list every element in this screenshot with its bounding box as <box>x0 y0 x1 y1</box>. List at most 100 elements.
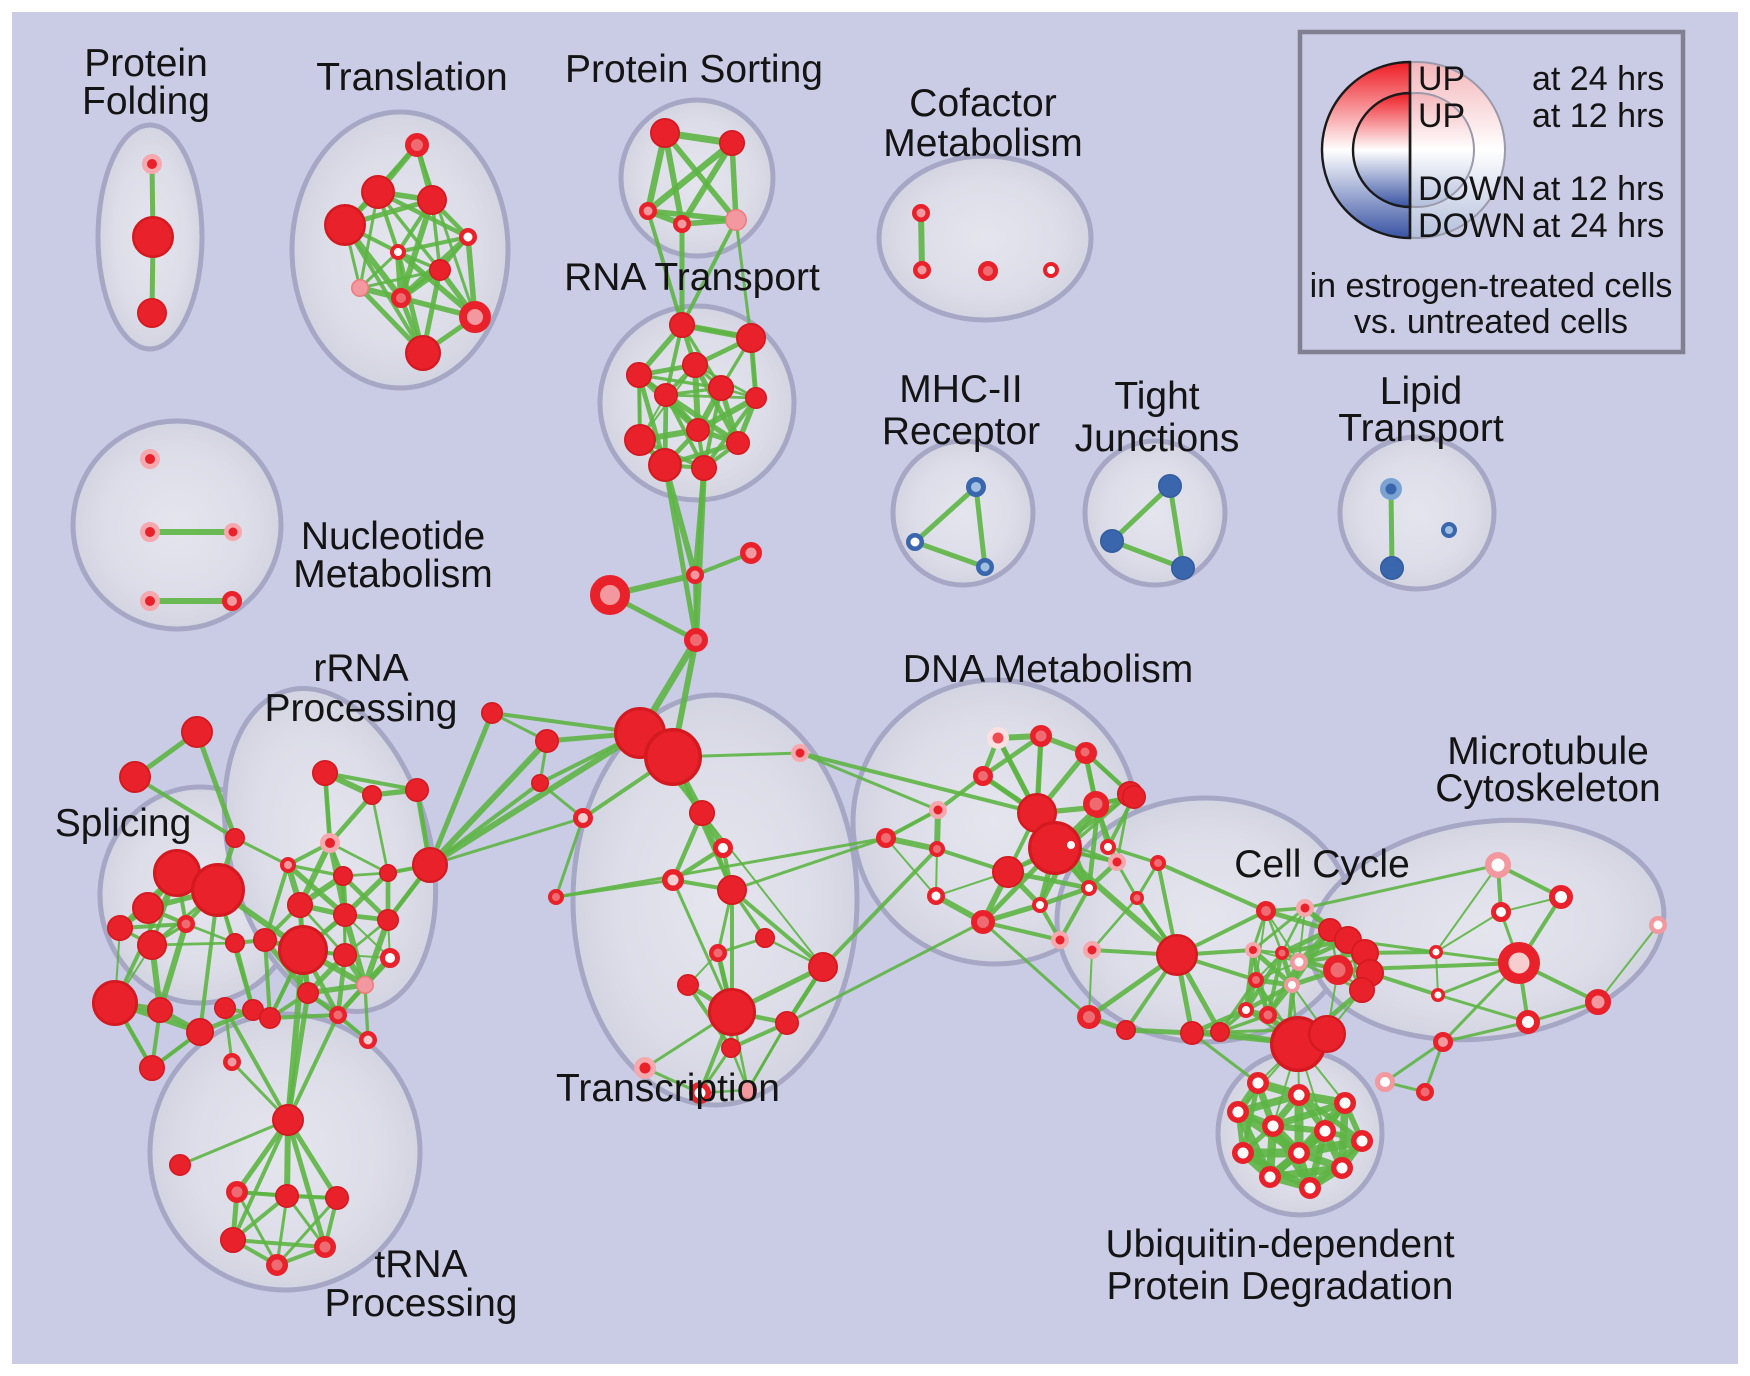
node-trna-5 <box>219 1226 247 1254</box>
edge-dna <box>1058 886 1091 942</box>
node-trna-7 <box>266 1254 288 1276</box>
node-rrna-9 <box>333 903 357 927</box>
cluster-label-nucleotide: Nucleotide <box>301 515 485 558</box>
node-bridge-left-4 <box>548 889 564 905</box>
edge-translation <box>396 235 470 254</box>
edge-trna <box>231 1118 290 1242</box>
node-microtubule-4 <box>1498 942 1540 984</box>
node-rrna-17 <box>329 1006 347 1024</box>
node-cellcycle-4 <box>1150 855 1166 871</box>
edge-mhc <box>973 484 988 570</box>
edge-rrna <box>328 841 390 875</box>
node-ubiquitin-11 <box>1299 1177 1321 1199</box>
edge-mhc <box>912 484 979 545</box>
cluster-label-protein-folding: Folding <box>82 80 210 123</box>
node-rna-transport-0 <box>668 311 696 339</box>
node-lipid-0 <box>1380 478 1402 500</box>
node-microtubule-10 <box>1375 1072 1395 1092</box>
cluster-label-ubiquitin: Protein Degradation <box>1107 1265 1454 1308</box>
node-splice-tri-2 <box>225 828 245 848</box>
edge-ubiquitin <box>1269 1099 1349 1130</box>
cluster-label-rna-transport: RNA Transport <box>564 256 820 299</box>
cluster-label-rrna: Processing <box>265 687 458 730</box>
edge-link-protein-sorting-rna-transport <box>734 218 753 340</box>
node-rrna-10 <box>377 909 399 931</box>
node-splicing-3 <box>106 914 134 942</box>
node-cellcycle-7 <box>1077 1005 1101 1029</box>
edge-transcription <box>730 888 825 969</box>
node-rrna-14 <box>380 948 400 968</box>
legend-direction-1: UP <box>1418 97 1465 135</box>
node-dna-4 <box>929 801 947 819</box>
edge-link-transcription-dna <box>785 920 985 1025</box>
legend-time-3: at 24 hrs <box>1532 207 1664 245</box>
node-splicing-11 <box>138 1054 166 1082</box>
node-bridge-rna-1 <box>740 542 762 564</box>
cluster-label-translation: Translation <box>316 56 507 99</box>
node-rrna-5 <box>333 866 353 886</box>
legend-footer-1: vs. untreated cells <box>1354 303 1628 341</box>
node-trna-3 <box>275 1184 299 1208</box>
node-rrna-6 <box>379 864 397 882</box>
node-hubs-1 <box>643 727 703 787</box>
node-cellcycle-9 <box>1156 934 1198 976</box>
cluster-label-cellcycle: Cell Cycle <box>1234 843 1410 886</box>
node-ubiquitin-1 <box>1288 1084 1310 1106</box>
node-tight-2 <box>1171 556 1195 580</box>
cluster-label-tight: Junctions <box>1075 417 1240 460</box>
node-translation-3 <box>324 204 366 246</box>
cluster-label-lipid: Lipid <box>1380 370 1462 413</box>
legend-time-1: at 12 hrs <box>1532 97 1664 135</box>
cluster-label-protein-folding: Protein <box>84 42 208 85</box>
cluster-label-trna: Processing <box>325 1282 518 1325</box>
node-bridge-left-3 <box>573 808 593 828</box>
edge-rrna <box>285 862 348 918</box>
edge-cellcycle <box>1251 906 1307 952</box>
node-microtubule-3 <box>1429 945 1443 959</box>
node-microtubule-6 <box>1516 1010 1540 1034</box>
node-bridge-left-2 <box>531 774 549 792</box>
node-transcription-2 <box>662 869 684 891</box>
node-cofactor-2 <box>978 261 998 281</box>
edge-transcription <box>746 1021 789 1092</box>
node-translation-1 <box>361 175 395 209</box>
node-mhc-0 <box>966 477 986 497</box>
cluster-label-microtubule: Cytoskeleton <box>1435 767 1660 810</box>
node-translation-10 <box>404 334 442 372</box>
node-transcription-4 <box>755 928 775 948</box>
node-rrna-15 <box>356 976 374 994</box>
cluster-label-cofactor: Metabolism <box>883 122 1082 165</box>
edge-cellcycle <box>1106 845 1160 865</box>
node-dna-3 <box>973 766 993 786</box>
node-ubiquitin-9 <box>1259 1166 1281 1188</box>
node-rna-transport-4 <box>654 383 678 407</box>
node-trna-4 <box>325 1186 349 1210</box>
node-nucleotide-4 <box>222 591 242 611</box>
edge-protein-sorting <box>662 130 685 227</box>
edge-ubiquitin <box>1266 1164 1346 1181</box>
legend-time-0: at 24 hrs <box>1532 60 1664 98</box>
edge-link-rrna-trna <box>286 1013 340 1122</box>
edge-protein-sorting <box>644 139 736 215</box>
node-cellcycle-8 <box>1116 1020 1136 1040</box>
edge-trna <box>178 1118 290 1167</box>
edge-trna <box>223 1006 290 1122</box>
edge-trna <box>275 1196 339 1267</box>
edge-link-cellcycle-microtubule <box>1303 863 1500 910</box>
legend-footer-0: in estrogen-treated cells <box>1310 267 1673 305</box>
node-ubiquitin-3 <box>1227 1101 1249 1123</box>
node-rna-transport-1 <box>736 322 767 353</box>
edge-link-bridge-left-dna <box>798 751 1039 815</box>
node-rrna-11 <box>253 928 277 952</box>
edge-link-protein-sorting-rna-transport <box>680 218 738 327</box>
edge-protein-sorting <box>679 140 735 227</box>
edge-splice-tri <box>194 729 238 841</box>
edge-bridge-left <box>554 816 585 899</box>
node-dna-8 <box>929 841 945 857</box>
node-rrna-18 <box>259 1007 281 1029</box>
edge-link-bridge-left-rrna <box>427 710 495 868</box>
edge-dna <box>885 837 937 897</box>
node-ubiquitin-2 <box>1334 1092 1356 1114</box>
